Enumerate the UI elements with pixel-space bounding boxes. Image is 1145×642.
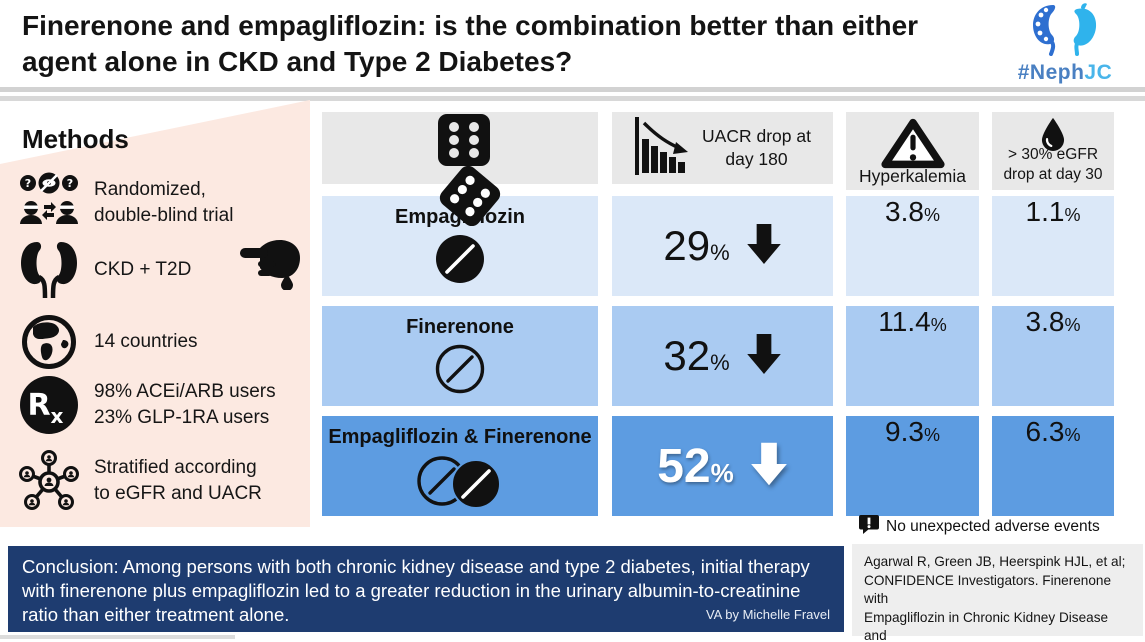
- hyperkalemia-column-label: Hyperkalemia: [859, 166, 966, 186]
- method-item-background-meds: R x 98% ACEi/ARB users 23% GLP-1RA users: [0, 366, 310, 444]
- uacr-column-label: UACR drop at day 180: [702, 126, 811, 169]
- bottom-divider: [0, 635, 235, 639]
- header-cell-egfr: > 30% eGFR drop at day 30: [992, 112, 1114, 190]
- method-item-label: Randomized, double-blind trial: [94, 179, 234, 226]
- header-cell-uacr: UACR drop at day 180: [612, 112, 833, 184]
- globe-icon: [18, 314, 80, 370]
- method-item-randomized: ? ? Randomized, double-blind trial: [0, 164, 310, 242]
- percent-sign: %: [923, 425, 940, 445]
- adverse-events-note: No unexpected adverse events: [858, 514, 1100, 540]
- percent-sign: %: [930, 315, 947, 335]
- uacr-value: 52: [657, 439, 711, 493]
- header-divider-bottom: [0, 96, 1145, 101]
- method-item-population: CKD + T2D: [0, 238, 310, 302]
- uacr-value-cell: 29%: [612, 196, 833, 296]
- uacr-value: 32: [663, 332, 711, 379]
- citation-line: Agarwal R, Green JB, Heerspink HJL, et a…: [864, 554, 1126, 569]
- hyperkalemia-value-cell: 9.3%: [846, 416, 979, 516]
- method-item-label: 14 countries: [94, 331, 198, 352]
- pill-filled-icon: [322, 233, 598, 285]
- conclusion-box: Conclusion: Among persons with both chro…: [8, 546, 844, 632]
- egfr-value-cell: 1.1%: [992, 196, 1114, 296]
- drug-name: Finerenone: [406, 316, 514, 338]
- title-line-2: agent alone in CKD and Type 2 Diabetes?: [22, 46, 573, 77]
- citation-line: CONFIDENCE Investigators. Finerenone wit…: [864, 572, 1112, 607]
- citation-box: Agarwal R, Green JB, Heerspink HJL, et a…: [852, 544, 1143, 642]
- exclamation-bubble-icon: [858, 514, 880, 540]
- logo-text-prefix: #Neph: [1017, 61, 1085, 84]
- logo-text-suffix: JC: [1084, 61, 1113, 84]
- randomized-blind-icon: ? ?: [18, 172, 80, 234]
- percent-sign: %: [923, 205, 940, 225]
- row-finerenone-label-cell: Finerenone: [322, 306, 598, 406]
- svg-text:x: x: [51, 404, 64, 428]
- svg-text:R: R: [27, 388, 50, 423]
- method-item-label: 98% ACEi/ARB users 23% GLP-1RA users: [94, 381, 276, 428]
- pill-combination-icon: [322, 453, 598, 511]
- svg-text:?: ?: [67, 177, 73, 190]
- title-line-1: Finerenone and empagliflozin: is the com…: [22, 10, 919, 41]
- hyperkalemia-value-cell: 3.8%: [846, 196, 979, 296]
- egfr-value: 6.3: [1025, 416, 1065, 447]
- egfr-value: 3.8: [1025, 306, 1065, 337]
- kidneys-icon: [18, 240, 80, 300]
- percent-sign: %: [1064, 425, 1081, 445]
- svg-text:?: ?: [25, 177, 31, 190]
- row-combination-label-cell: Empagliflozin & Finerenone: [322, 416, 598, 516]
- egfr-value: 1.1: [1025, 196, 1065, 227]
- drug-name: Empagliflozin & Finerenone: [328, 426, 592, 448]
- citation-line: Empagliflozin in Chronic Kidney Disease …: [864, 609, 1109, 642]
- nephjc-logo-text: #NephJC: [1000, 61, 1130, 85]
- hyperkalemia-value-cell: 11.4%: [846, 306, 979, 406]
- percent-sign: %: [1064, 205, 1081, 225]
- egfr-value-cell: 6.3%: [992, 416, 1114, 516]
- page-title: Finerenone and empagliflozin: is the com…: [22, 8, 982, 80]
- visual-abstract-credit: VA by Michelle Fravel: [705, 607, 830, 622]
- hyperkalemia-value: 9.3: [885, 416, 924, 447]
- hyperkalemia-value: 3.8: [885, 196, 924, 227]
- uacr-value-cell: 32%: [612, 306, 833, 406]
- method-item-countries: 14 countries: [0, 310, 310, 374]
- method-item-stratification: Stratified according to eGFR and UACR: [0, 446, 310, 516]
- uacr-value: 29: [663, 222, 711, 269]
- percent-sign: %: [710, 457, 734, 488]
- stratification-network-icon: [18, 450, 80, 512]
- egfr-value-cell: 3.8%: [992, 306, 1114, 406]
- kidney-logo-icon: [1029, 3, 1101, 60]
- percent-sign: %: [710, 350, 730, 375]
- down-arrow-icon: [746, 333, 782, 380]
- declining-bar-chart-icon: [630, 115, 690, 182]
- methods-heading: Methods: [22, 124, 129, 154]
- down-arrow-icon: [746, 223, 782, 270]
- header-divider-top: [0, 87, 1145, 92]
- nephjc-logo: #NephJC: [1000, 2, 1130, 85]
- conclusion-text: Conclusion: Among persons with both chro…: [22, 556, 810, 625]
- method-item-label: Stratified according to eGFR and UACR: [94, 457, 262, 504]
- hyperkalemia-value: 11.4: [878, 306, 931, 337]
- hand-blood-drop-icon: [240, 238, 302, 295]
- percent-sign: %: [710, 240, 730, 265]
- down-arrow-icon: [750, 441, 788, 492]
- adverse-events-text: No unexpected adverse events: [886, 518, 1100, 535]
- uacr-value-cell: 52%: [612, 416, 833, 516]
- pill-outlined-icon: [322, 343, 598, 395]
- egfr-column-label: > 30% eGFR drop at day 30: [1003, 146, 1103, 183]
- percent-sign: %: [1064, 315, 1081, 335]
- dice-icon: [408, 114, 530, 231]
- header-cell-hyperkalemia: Hyperkalemia: [846, 112, 979, 190]
- method-item-label: CKD + T2D: [94, 259, 192, 280]
- droplet-icon: [992, 117, 1114, 151]
- rx-icon: R x: [18, 375, 80, 435]
- warning-triangle-icon: [846, 117, 979, 169]
- header-cell-intervention: [322, 112, 598, 227]
